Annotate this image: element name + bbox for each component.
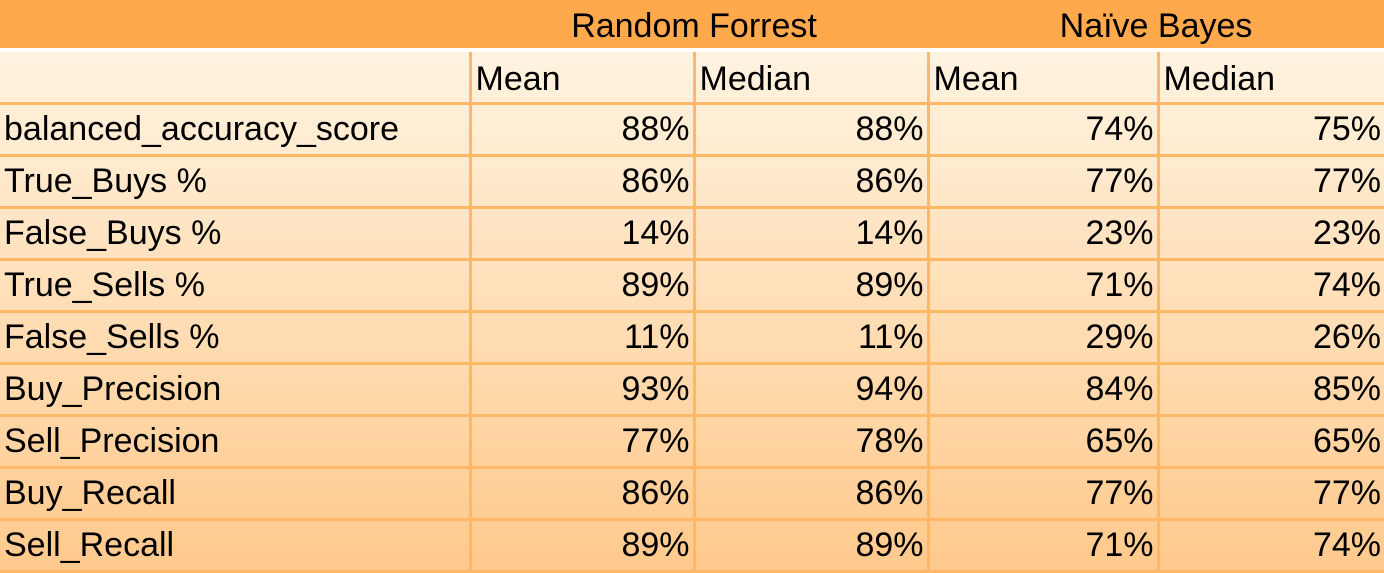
value-cell-rf-mean: 88% xyxy=(470,103,696,157)
metric-label: False_Buys % xyxy=(0,207,472,261)
metric-label: Sell_Precision xyxy=(0,415,472,469)
value-cell-nb-median: 85% xyxy=(1158,363,1384,417)
value-cell-nb-mean: 65% xyxy=(928,415,1160,469)
table-row: Sell_Precision 77% 78% 65% 65% xyxy=(0,415,1384,469)
value-cell-rf-mean: 89% xyxy=(470,519,696,573)
value-cell-rf-median: 86% xyxy=(694,155,930,209)
model-header-row: Random Forrest Naïve Bayes xyxy=(0,0,1384,52)
value-cell-nb-mean: 29% xyxy=(928,311,1160,365)
table-row: Buy_Recall 86% 86% 77% 77% xyxy=(0,467,1384,521)
value-cell-nb-mean: 84% xyxy=(928,363,1160,417)
value-cell-rf-median: 94% xyxy=(694,363,930,417)
value-cell-rf-mean: 14% xyxy=(470,207,696,261)
stat-header-row: Mean Median Mean Median xyxy=(0,50,1384,105)
value-cell-rf-mean: 89% xyxy=(470,259,696,313)
value-cell-nb-median: 75% xyxy=(1158,103,1384,157)
value-cell-rf-median: 78% xyxy=(694,415,930,469)
value-cell-rf-mean: 77% xyxy=(470,415,696,469)
value-cell-nb-mean: 23% xyxy=(928,207,1160,261)
metric-label: False_Sells % xyxy=(0,311,472,365)
stat-header-rf-mean: Mean xyxy=(470,50,696,105)
stat-header-nb-mean: Mean xyxy=(928,50,1160,105)
value-cell-rf-mean: 86% xyxy=(470,155,696,209)
stat-header-nb-median: Median xyxy=(1158,50,1384,105)
value-cell-rf-median: 89% xyxy=(694,259,930,313)
table-row: Buy_Precision 93% 94% 84% 85% xyxy=(0,363,1384,417)
value-cell-rf-mean: 86% xyxy=(470,467,696,521)
metric-label: True_Sells % xyxy=(0,259,472,313)
value-cell-nb-median: 26% xyxy=(1158,311,1384,365)
value-cell-nb-median: 74% xyxy=(1158,519,1384,573)
metric-label: balanced_accuracy_score xyxy=(0,103,472,157)
corner-cell xyxy=(0,0,470,52)
value-cell-rf-median: 11% xyxy=(694,311,930,365)
stat-header-rf-median: Median xyxy=(694,50,930,105)
metric-label: Buy_Recall xyxy=(0,467,472,521)
value-cell-rf-mean: 93% xyxy=(470,363,696,417)
table-row: Sell_Recall 89% 89% 71% 74% xyxy=(0,519,1384,573)
value-cell-rf-median: 86% xyxy=(694,467,930,521)
value-cell-nb-median: 65% xyxy=(1158,415,1384,469)
value-cell-rf-median: 89% xyxy=(694,519,930,573)
value-cell-nb-mean: 74% xyxy=(928,103,1160,157)
value-cell-nb-mean: 77% xyxy=(928,155,1160,209)
metric-label: Buy_Precision xyxy=(0,363,472,417)
value-cell-nb-median: 23% xyxy=(1158,207,1384,261)
value-cell-nb-median: 77% xyxy=(1158,467,1384,521)
metric-label: True_Buys % xyxy=(0,155,472,209)
value-cell-nb-median: 74% xyxy=(1158,259,1384,313)
value-cell-nb-median: 77% xyxy=(1158,155,1384,209)
table-row: True_Buys % 86% 86% 77% 77% xyxy=(0,155,1384,209)
stat-header-blank xyxy=(0,50,472,105)
value-cell-nb-mean: 71% xyxy=(928,259,1160,313)
table-row: True_Sells % 89% 89% 71% 74% xyxy=(0,259,1384,313)
value-cell-rf-mean: 11% xyxy=(470,311,696,365)
table-row: False_Buys % 14% 14% 23% 23% xyxy=(0,207,1384,261)
value-cell-nb-mean: 71% xyxy=(928,519,1160,573)
value-cell-rf-median: 14% xyxy=(694,207,930,261)
table-row: False_Sells % 11% 11% 29% 26% xyxy=(0,311,1384,365)
value-cell-nb-mean: 77% xyxy=(928,467,1160,521)
metric-label: Sell_Recall xyxy=(0,519,472,573)
table-row: balanced_accuracy_score 88% 88% 74% 75% xyxy=(0,103,1384,157)
value-cell-rf-median: 88% xyxy=(694,103,930,157)
model-header-naive-bayes: Naïve Bayes xyxy=(928,0,1384,52)
model-header-random-forest: Random Forrest xyxy=(470,0,929,52)
